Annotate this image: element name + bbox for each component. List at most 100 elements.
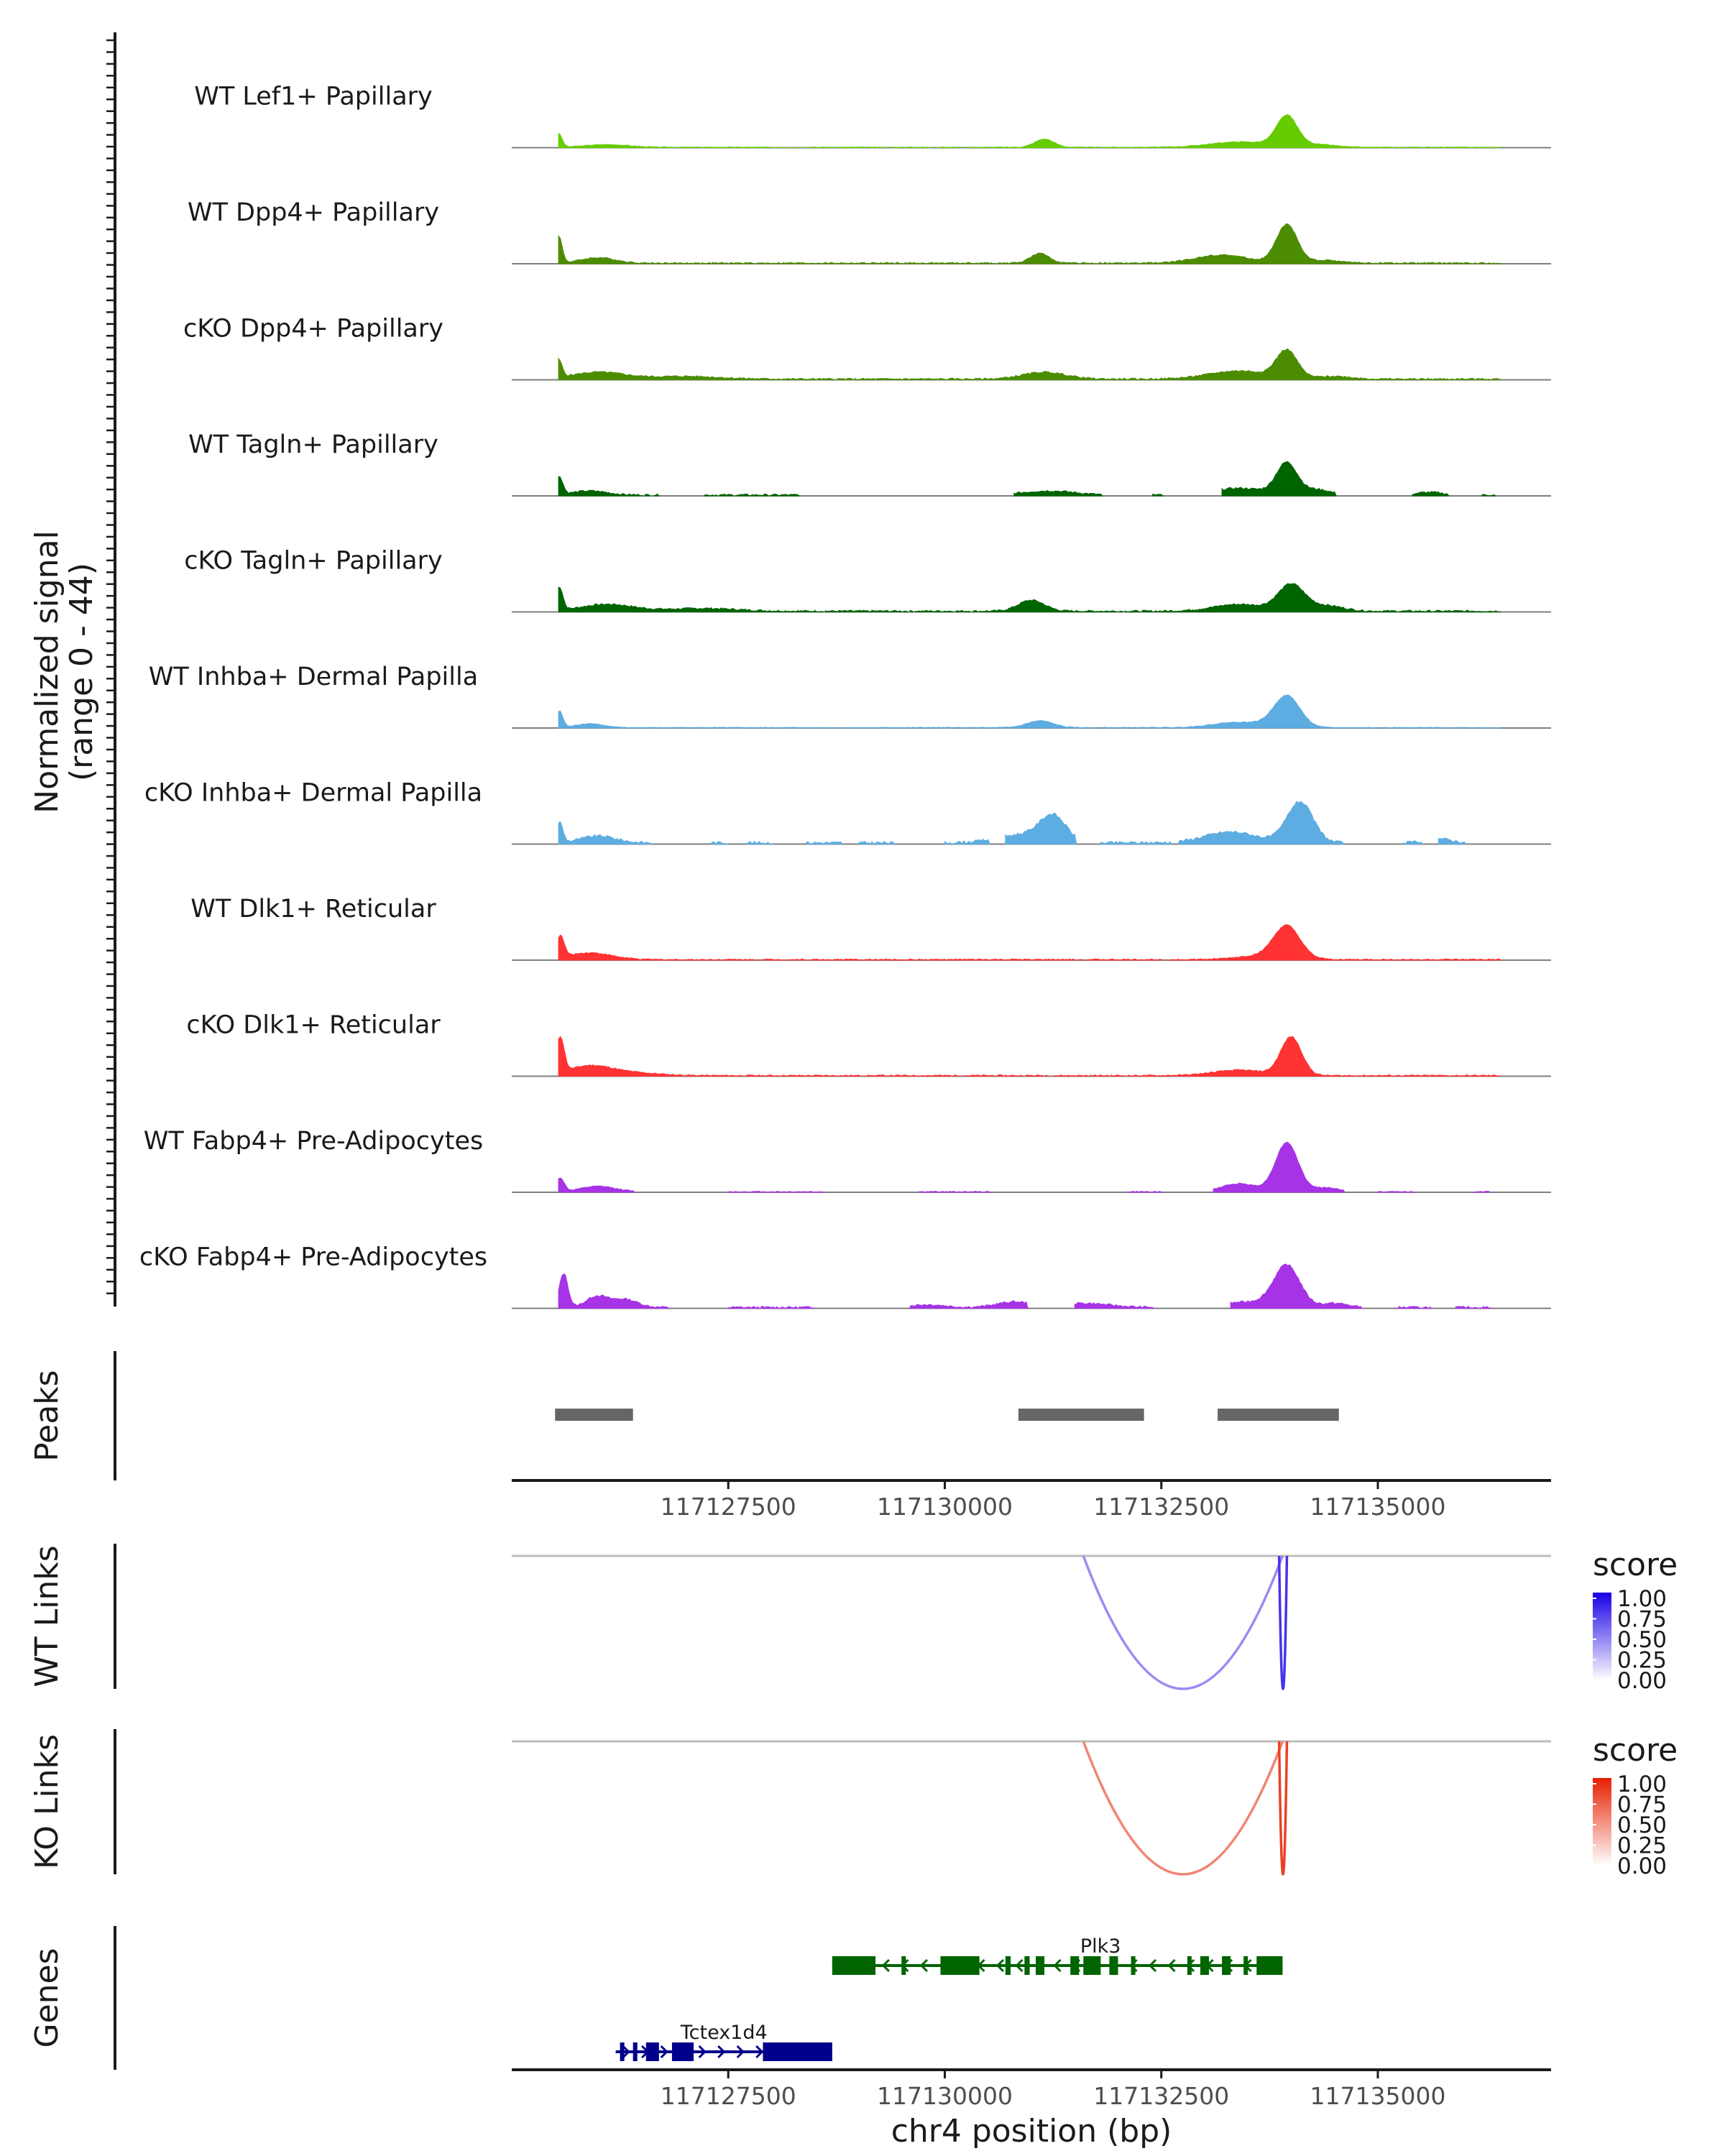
gene-exon bbox=[1005, 1956, 1011, 1975]
coverage-area bbox=[558, 583, 1501, 612]
coverage-area bbox=[558, 801, 1467, 845]
peaks-label: Peaks bbox=[29, 1370, 65, 1461]
gene-exon bbox=[1109, 1956, 1118, 1975]
coverage-track: WT Lef1+ Papillary bbox=[194, 83, 1551, 149]
coverage-area bbox=[558, 223, 1501, 264]
peak-regions bbox=[555, 1409, 1339, 1421]
genes-label: Genes bbox=[29, 1948, 65, 2047]
links-label: WT Links bbox=[29, 1545, 65, 1687]
gene-exon bbox=[671, 2042, 694, 2061]
coverage-y-ticks bbox=[106, 39, 115, 1294]
legend-colorbar bbox=[1593, 1593, 1611, 1680]
coverage-area bbox=[558, 348, 1501, 381]
track-label: cKO Fabp4+ Pre-Adipocytes bbox=[139, 1243, 487, 1272]
coverage-area bbox=[558, 924, 1502, 961]
x-tick-label: 117127500 bbox=[661, 2082, 796, 2110]
strand-arrow bbox=[698, 2045, 707, 2059]
strand-arrow bbox=[1148, 1958, 1157, 1973]
strand-arrow bbox=[995, 1958, 1005, 1973]
link-arc bbox=[1277, 1741, 1289, 1876]
link-arc bbox=[1082, 1741, 1284, 1876]
gene-exon bbox=[1200, 1956, 1210, 1975]
legend-tick-label: 0.75 bbox=[1617, 1792, 1667, 1818]
track-label: WT Fabp4+ Pre-Adipocytes bbox=[144, 1127, 483, 1156]
coverage-area bbox=[558, 694, 1501, 729]
coverage-area bbox=[558, 1036, 1501, 1077]
link-arc bbox=[1082, 1555, 1284, 1690]
gene-exon bbox=[832, 1956, 876, 1975]
strand-arrow bbox=[1053, 1958, 1062, 1973]
coverage-tracks: WT Lef1+ Papillary WT Dpp4+ Papillary cKO … bbox=[139, 83, 1551, 1309]
peak-region bbox=[555, 1409, 633, 1421]
peaks-panel: Peaks 117127500 117130000 117132500 1171350… bbox=[29, 1351, 1551, 1521]
x-axis-title: chr4 position (bp) bbox=[891, 2113, 1172, 2150]
gene-name: Tctex1d4 bbox=[680, 2022, 768, 2044]
legend-colorbar bbox=[1593, 1778, 1611, 1866]
gene-model: Tctex1d4 bbox=[615, 2022, 832, 2061]
legend-title: score bbox=[1593, 1547, 1678, 1583]
gene-exon bbox=[901, 1956, 906, 1975]
gene-exon bbox=[940, 1956, 980, 1975]
legend-tick-label: 0.50 bbox=[1617, 1812, 1667, 1838]
genes-x-ticks: 117127500 117130000 117132500 117135000 bbox=[661, 2070, 1446, 2110]
coverage-track: cKO Inhba+ Dermal Papilla bbox=[144, 779, 1551, 845]
coverage-track: WT Dpp4+ Papillary bbox=[188, 198, 1551, 264]
coverage-panel: Normalized signal (range 0 - 44) WT Lef1… bbox=[29, 32, 1551, 1309]
legend-tick-label: 0.25 bbox=[1617, 1833, 1667, 1859]
x-tick-label: 117127500 bbox=[661, 1493, 796, 1521]
coverage-track: WT Tagln+ Papillary bbox=[188, 430, 1551, 497]
coverage-area bbox=[558, 461, 1497, 497]
x-tick-label: 117135000 bbox=[1310, 1493, 1446, 1521]
track-label: WT Dpp4+ Papillary bbox=[188, 198, 439, 227]
gene-exon bbox=[1187, 1956, 1192, 1975]
legend-tick-label: 0.25 bbox=[1617, 1648, 1667, 1674]
gene-exon bbox=[1036, 1956, 1045, 1975]
coverage-track: cKO Dpp4+ Papillary bbox=[183, 315, 1551, 381]
strand-arrow bbox=[755, 2045, 764, 2059]
gene-exon bbox=[1131, 1956, 1136, 1975]
legend-title: score bbox=[1593, 1732, 1678, 1769]
gene-exon bbox=[1024, 1956, 1030, 1975]
gene-exon bbox=[1243, 1956, 1248, 1975]
legend-tick-label: 0.50 bbox=[1617, 1627, 1667, 1653]
gene-models: Plk3 Tctex1d4 bbox=[615, 1935, 1283, 2061]
coverage-area bbox=[558, 114, 1501, 148]
strand-arrow bbox=[736, 2045, 745, 2059]
legend-tick-label: 1.00 bbox=[1617, 1586, 1667, 1612]
track-label: WT Dlk1+ Reticular bbox=[190, 895, 436, 923]
gene-exon bbox=[1083, 1956, 1101, 1975]
gene-exon bbox=[632, 2042, 638, 2061]
x-tick-label: 117132500 bbox=[1093, 2082, 1229, 2110]
gene-exon bbox=[1070, 1956, 1080, 1975]
coverage-area bbox=[558, 1263, 1493, 1309]
strand-arrow bbox=[1167, 1958, 1176, 1973]
strand-arrow bbox=[660, 2045, 668, 2059]
track-label: cKO Tagln+ Papillary bbox=[184, 547, 443, 576]
track-label: cKO Inhba+ Dermal Papilla bbox=[144, 779, 482, 808]
gene-name: Plk3 bbox=[1080, 1935, 1121, 1958]
coverage-track: cKO Tagln+ Papillary bbox=[184, 547, 1551, 613]
strand-arrow bbox=[1015, 1958, 1024, 1973]
coverage-track: WT Inhba+ Dermal Papilla bbox=[149, 663, 1551, 729]
coverage-area bbox=[558, 1141, 1491, 1193]
coverage-y-range: (range 0 - 44) bbox=[63, 563, 100, 781]
coverage-track: WT Dlk1+ Reticular bbox=[190, 895, 1551, 961]
gene-model: Plk3 bbox=[832, 1935, 1283, 1975]
links-panel: WT Links score 1.000.750.500.250.00 bbox=[29, 1544, 1678, 1694]
x-tick-label: 117135000 bbox=[1310, 2082, 1446, 2110]
strand-arrow bbox=[622, 2045, 630, 2059]
track-label: cKO Dlk1+ Reticular bbox=[186, 1011, 441, 1040]
track-label: WT Lef1+ Papillary bbox=[194, 83, 433, 111]
coverage-track: cKO Dlk1+ Reticular bbox=[186, 1011, 1551, 1077]
legend-tick-label: 1.00 bbox=[1617, 1772, 1667, 1797]
strand-arrow bbox=[919, 1958, 929, 1973]
gene-exon bbox=[620, 2042, 625, 2061]
peak-region bbox=[1218, 1409, 1339, 1421]
peak-region bbox=[1018, 1409, 1144, 1421]
coverage-y-title: Normalized signal bbox=[29, 530, 65, 814]
links-label: KO Links bbox=[29, 1734, 65, 1869]
x-tick-label: 117132500 bbox=[1093, 1493, 1229, 1521]
track-label: WT Tagln+ Papillary bbox=[188, 430, 438, 459]
